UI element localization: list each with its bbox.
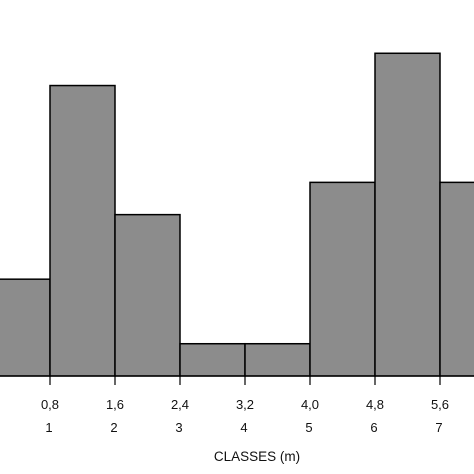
bar-class-1 [0,278,51,377]
boundary-tick-label: 3,2 [236,397,254,412]
boundary-labels-group: 0,81,62,43,24,04,85,66, [41,397,449,412]
boundary-tick-label: 2,4 [171,397,189,412]
boundary-tick-label: 0,8 [41,397,59,412]
bars-group [0,52,474,377]
boundary-tick-label: 5,6 [431,397,449,412]
class-label: 4 [240,420,247,435]
class-label: 7 [435,420,442,435]
bar-class-3 [114,213,181,377]
x-axis-title: CLASSES (m) [214,449,300,464]
bar-class-4 [179,342,246,377]
boundary-tick-label: 4,0 [301,397,319,412]
class-label: 3 [175,420,182,435]
class-label: 5 [305,420,312,435]
boundary-tick-label: 4,8 [366,397,384,412]
class-label: 6 [370,420,377,435]
bar-class-5 [244,342,311,377]
bar-class-8 [439,181,474,377]
bar-class-6 [309,181,376,377]
bar-class-7 [374,52,441,377]
boundary-tick-label: 1,6 [106,397,124,412]
class-labels-group: 12345678 [45,420,442,435]
bar-class-2 [49,84,116,377]
class-label: 1 [45,420,52,435]
x-ticks-group [49,376,441,385]
class-label: 2 [110,420,117,435]
